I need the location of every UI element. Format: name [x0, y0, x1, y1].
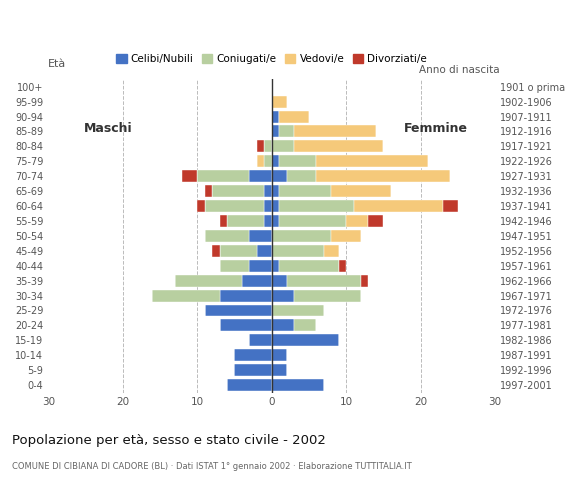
Bar [331, 185, 391, 197]
Bar [271, 230, 331, 242]
Bar [205, 304, 271, 316]
Bar [279, 260, 339, 272]
Bar [271, 335, 339, 346]
Bar [316, 170, 450, 182]
Bar [271, 125, 279, 137]
Text: Età: Età [48, 59, 67, 69]
Bar [242, 275, 271, 287]
Bar [234, 349, 271, 361]
Text: Anno di nascita: Anno di nascita [419, 65, 499, 75]
Bar [219, 260, 249, 272]
Bar [257, 245, 271, 257]
Bar [279, 215, 346, 227]
Text: Maschi: Maschi [84, 122, 132, 135]
Bar [212, 245, 219, 257]
Bar [271, 110, 279, 122]
Bar [271, 260, 279, 272]
Bar [271, 170, 287, 182]
Bar [153, 289, 219, 301]
Bar [331, 230, 361, 242]
Bar [197, 200, 205, 212]
Bar [324, 245, 339, 257]
Bar [287, 170, 316, 182]
Bar [264, 156, 271, 167]
Bar [354, 200, 443, 212]
Bar [271, 96, 287, 108]
Bar [264, 185, 271, 197]
Bar [279, 110, 309, 122]
Bar [264, 215, 271, 227]
Bar [271, 304, 324, 316]
Bar [182, 170, 197, 182]
Bar [219, 319, 271, 331]
Bar [257, 156, 264, 167]
Bar [249, 230, 271, 242]
Bar [264, 200, 271, 212]
Bar [279, 200, 354, 212]
Bar [264, 141, 271, 152]
Bar [279, 125, 294, 137]
Bar [294, 289, 361, 301]
Bar [361, 275, 368, 287]
Bar [257, 141, 264, 152]
Bar [271, 141, 294, 152]
Bar [279, 156, 316, 167]
Bar [271, 200, 279, 212]
Legend: Celibi/Nubili, Coniugati/e, Vedovi/e, Divorziati/e: Celibi/Nubili, Coniugati/e, Vedovi/e, Di… [112, 50, 431, 68]
Bar [249, 170, 271, 182]
Bar [271, 215, 279, 227]
Bar [234, 364, 271, 376]
Bar [227, 379, 271, 391]
Bar [271, 289, 294, 301]
Bar [212, 185, 264, 197]
Bar [271, 245, 324, 257]
Bar [219, 245, 257, 257]
Bar [443, 200, 458, 212]
Bar [271, 349, 287, 361]
Bar [339, 260, 346, 272]
Bar [271, 379, 324, 391]
Bar [287, 275, 361, 287]
Bar [249, 335, 271, 346]
Bar [205, 200, 264, 212]
Bar [271, 156, 279, 167]
Text: Popolazione per età, sesso e stato civile - 2002: Popolazione per età, sesso e stato civil… [12, 434, 325, 447]
Bar [294, 141, 383, 152]
Bar [294, 125, 376, 137]
Bar [219, 289, 271, 301]
Bar [294, 319, 316, 331]
Bar [271, 275, 287, 287]
Bar [346, 215, 368, 227]
Text: Femmine: Femmine [404, 122, 467, 135]
Bar [279, 185, 331, 197]
Bar [271, 185, 279, 197]
Bar [249, 260, 271, 272]
Bar [271, 319, 294, 331]
Bar [271, 364, 287, 376]
Bar [205, 185, 212, 197]
Text: COMUNE DI CIBIANA DI CADORE (BL) · Dati ISTAT 1° gennaio 2002 · Elaborazione TUT: COMUNE DI CIBIANA DI CADORE (BL) · Dati … [12, 462, 411, 471]
Bar [316, 156, 428, 167]
Bar [205, 230, 249, 242]
Bar [227, 215, 264, 227]
Bar [219, 215, 227, 227]
Bar [368, 215, 383, 227]
Bar [197, 170, 249, 182]
Bar [175, 275, 242, 287]
